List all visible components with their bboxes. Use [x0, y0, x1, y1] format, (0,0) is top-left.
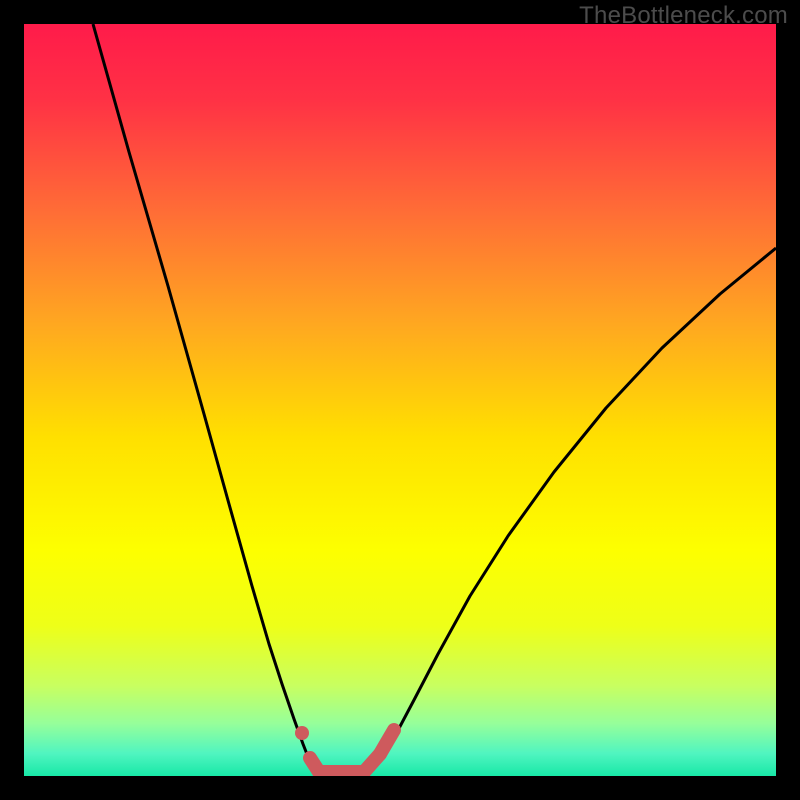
chart-frame: TheBottleneck.com [0, 0, 800, 800]
valley-marker-segment [380, 730, 394, 754]
watermark-text: TheBottleneck.com [579, 2, 788, 30]
bottleneck-curve [93, 24, 776, 775]
plot-area [24, 24, 776, 776]
curve-layer [24, 24, 776, 776]
valley-marker-dot [295, 726, 309, 740]
